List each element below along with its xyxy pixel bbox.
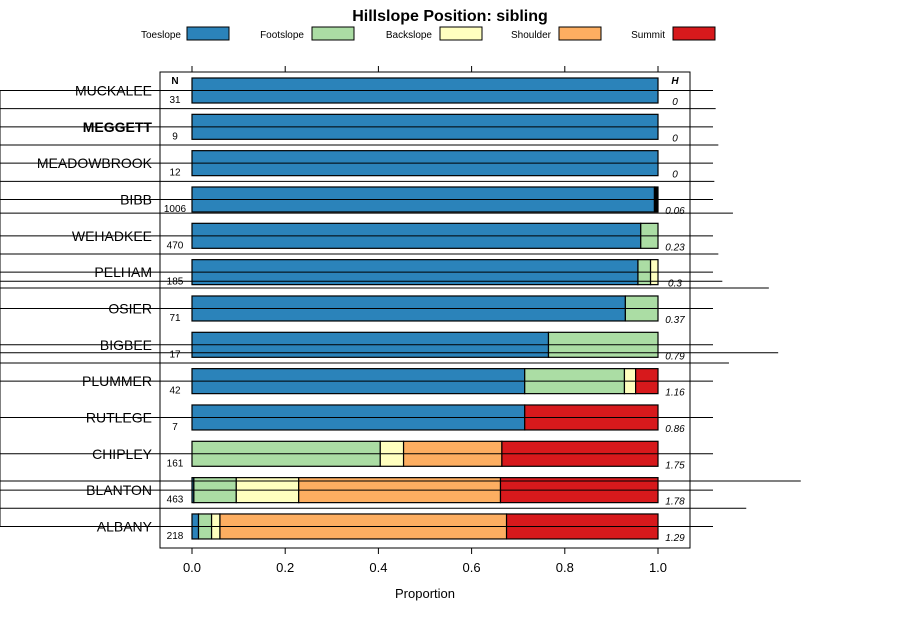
- x-tick-label-4: 0.8: [556, 560, 574, 575]
- n-value-muckalee: 31: [169, 95, 181, 106]
- x-axis-title: Proportion: [395, 586, 455, 601]
- n-value-chipley: 161: [167, 458, 184, 469]
- h-value-plummer: 1.16: [665, 388, 685, 399]
- n-value-rutlege: 7: [172, 422, 178, 433]
- top-axis-ticks: [191, 66, 659, 72]
- h-value-wehadkee: 0.23: [665, 242, 685, 253]
- x-axis: 0.0 0.2 0.4 0.6 0.8 1.0: [183, 548, 667, 575]
- h-value-rutlege: 0.86: [665, 424, 685, 435]
- legend-swatch-footslope: [311, 26, 355, 41]
- n-value-meggett: 9: [172, 131, 178, 142]
- chart-title: Hillslope Position: sibling: [352, 8, 548, 25]
- legend-label-summit: Summit: [631, 30, 665, 41]
- h-value-chipley: 1.75: [665, 460, 685, 471]
- n-value-meadowbrook: 12: [169, 168, 181, 179]
- h-value-albany: 1.29: [665, 533, 685, 544]
- x-tick-label-0: 0.0: [183, 560, 201, 575]
- h-value-meadowbrook: 0: [672, 170, 678, 181]
- legend-swatch-summit: [672, 26, 716, 41]
- dendrogram: [0, 90, 801, 527]
- legend-swatch-backslope: [439, 26, 483, 41]
- x-tick-label-1: 0.2: [276, 560, 294, 575]
- n-value-bibb: 1006: [164, 204, 187, 215]
- h-column-header: H: [671, 76, 679, 87]
- x-tick-label-3: 0.6: [463, 560, 481, 575]
- x-tick-label-2: 0.4: [369, 560, 387, 575]
- h-value-meggett: 0: [672, 133, 678, 144]
- n-value-plummer: 42: [169, 386, 181, 397]
- h-value-bibb: 0.06: [665, 206, 685, 217]
- legend-swatch-toeslope: [186, 26, 230, 41]
- legend-label-backslope: Backslope: [386, 30, 433, 41]
- n-value-wehadkee: 470: [167, 240, 184, 251]
- n-value-blanton: 463: [167, 495, 184, 506]
- legend-swatch-shoulder: [558, 26, 602, 41]
- n-value-osier: 71: [169, 313, 181, 324]
- n-value-bigbee: 17: [169, 349, 181, 360]
- h-value-pelham: 0.3: [668, 279, 682, 290]
- h-value-bigbee: 0.79: [665, 351, 685, 362]
- legend: Toeslope Footslope Backslope Shoulder Summit: [141, 26, 716, 41]
- h-value-muckalee: 0: [672, 97, 678, 108]
- plot-frame: [159, 71, 691, 549]
- h-value-blanton: 1.78: [665, 497, 685, 508]
- legend-label-footslope: Footslope: [260, 30, 304, 41]
- legend-label-shoulder: Shoulder: [511, 30, 552, 41]
- x-tick-label-5: 1.0: [649, 560, 667, 575]
- n-value-albany: 218: [167, 531, 184, 542]
- legend-label-toeslope: Toeslope: [141, 30, 181, 41]
- n-column-header: N: [171, 76, 178, 87]
- n-value-pelham: 185: [167, 277, 184, 288]
- h-value-osier: 0.37: [665, 315, 685, 326]
